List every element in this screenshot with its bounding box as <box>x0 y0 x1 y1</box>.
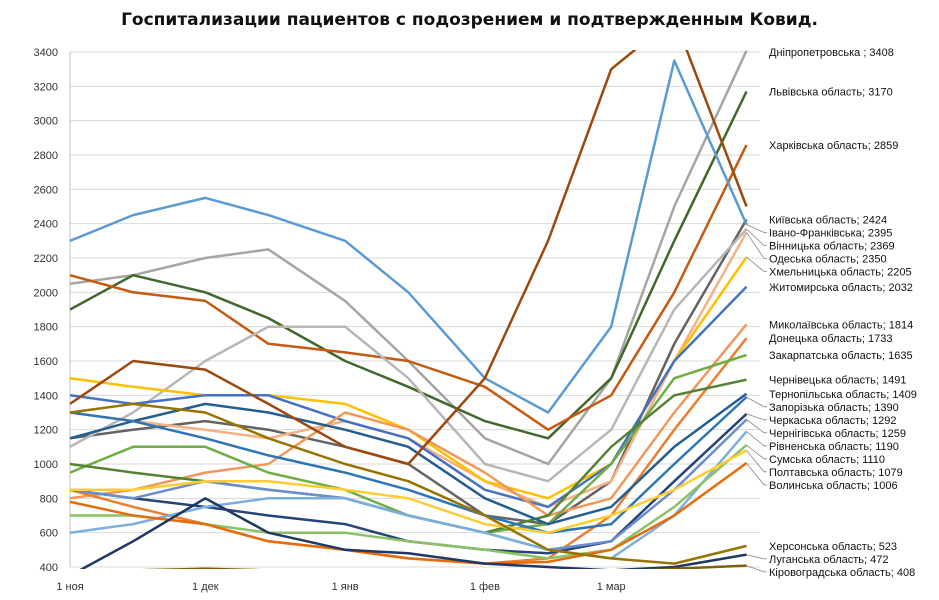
y-tick-label: 400 <box>40 562 58 574</box>
series-data-label: Кіровоградська область; 408 <box>769 567 915 579</box>
label-leader-line <box>746 554 767 560</box>
y-tick-label: 1000 <box>34 459 58 471</box>
series-data-label: Вінницька область; 2369 <box>769 241 895 253</box>
y-tick-label: 600 <box>40 528 58 540</box>
y-tick-label: 3000 <box>34 116 58 128</box>
series-data-label: Дніпропетровська ; 3408 <box>769 47 894 59</box>
series-line <box>70 449 748 534</box>
series-labels: Дніпропетровська ; 3408 Львівська область… <box>746 47 917 579</box>
label-leader-line <box>746 431 767 447</box>
x-tick-label: 1 янв <box>332 581 359 593</box>
y-tick-label: 800 <box>40 493 58 505</box>
series-data-label: Полтавська область; 1079 <box>769 467 903 479</box>
label-leader-line <box>746 256 767 272</box>
y-tick-label: 2800 <box>34 150 58 162</box>
y-tick-label: 1200 <box>34 425 58 437</box>
series-data-label: Житомирська область; 2032 <box>769 282 913 294</box>
label-leader-line <box>746 224 767 233</box>
series-data-label: Одеська область; 2350 <box>769 254 887 266</box>
series-line <box>70 396 748 534</box>
x-tick-label: 1 фев <box>470 581 500 593</box>
series-line <box>70 461 748 565</box>
series-line <box>70 50 748 466</box>
series-data-label: Київська область; 2424 <box>769 215 887 227</box>
y-tick-label: 3200 <box>34 81 58 93</box>
series-data-label: Донецька область; 1733 <box>769 333 892 345</box>
x-tick-label: 1 ноя <box>56 581 83 593</box>
series-line <box>70 90 748 440</box>
label-leader-line <box>746 419 767 434</box>
y-tick-label: 2000 <box>34 287 58 299</box>
series-lines <box>70 50 748 569</box>
label-leader-line <box>746 444 767 460</box>
series-line <box>70 50 748 466</box>
label-leader-line <box>746 462 767 486</box>
label-leader-line <box>746 396 767 408</box>
series-data-label: Луганська область; 472 <box>769 554 888 566</box>
series-data-label: Черкаська область; 1292 <box>769 415 897 427</box>
series-data-label: Запорізька область; 1390 <box>769 402 899 414</box>
series-line <box>70 392 748 526</box>
series-line <box>70 144 748 431</box>
series-data-label: Харківська область; 2859 <box>769 140 898 152</box>
series-line <box>70 402 747 565</box>
series-data-label: Миколаївська область; 1814 <box>769 319 913 331</box>
series-data-label: Херсонська область; 523 <box>769 541 897 553</box>
series-line <box>70 228 748 483</box>
label-leader-line <box>746 565 767 573</box>
chart-title: Госпитализации пациентов с подозрением и… <box>121 10 818 30</box>
y-tick-label: 2600 <box>34 184 58 196</box>
label-leader-line <box>746 232 767 259</box>
series-line <box>70 353 747 534</box>
y-tick-label: 1600 <box>34 356 58 368</box>
series-data-label: Сумська область; 1110 <box>769 454 885 466</box>
series-data-label: Рівненська область; 1190 <box>769 441 899 453</box>
y-tick-label: 1400 <box>34 390 58 402</box>
series-data-label: Тернопільська область; 1409 <box>769 389 917 401</box>
series-data-label: Волинська область; 1006 <box>769 480 898 492</box>
y-tick-label: 3400 <box>34 47 58 59</box>
series-data-label: Чернігівська область; 1259 <box>769 428 906 440</box>
series-line <box>70 59 748 414</box>
label-leader-line <box>746 450 767 473</box>
x-tick-label: 1 дек <box>192 581 219 593</box>
series-line <box>70 231 748 509</box>
series-data-label: Івано-Франківська; 2395 <box>769 228 892 240</box>
series-data-label: Закарпатська область; 1635 <box>769 350 913 362</box>
label-leader-line <box>746 413 767 421</box>
y-tick-label: 1800 <box>34 322 58 334</box>
y-tick-label: 2400 <box>34 219 58 231</box>
series-data-label: Хмельницька область; 2205 <box>769 267 912 279</box>
label-leader-line <box>746 228 767 246</box>
series-data-label: Чернівецька область; 1491 <box>769 375 907 387</box>
y-tick-label: 2200 <box>34 253 58 265</box>
x-tick-label: 1 мар <box>597 581 626 593</box>
series-data-label: Львівська область; 3170 <box>769 87 893 99</box>
series-line <box>79 497 747 569</box>
